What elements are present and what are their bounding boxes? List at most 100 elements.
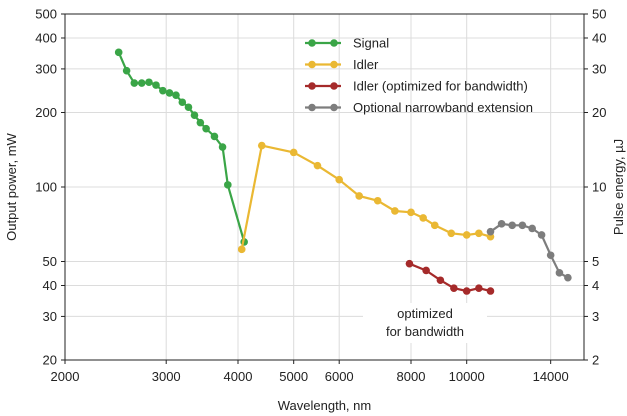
legend-swatch-marker bbox=[308, 60, 316, 69]
y2-tick-label: 50 bbox=[592, 7, 606, 22]
data-point bbox=[462, 231, 471, 239]
data-point bbox=[159, 86, 167, 95]
legend-swatch-marker bbox=[330, 60, 338, 69]
data-point bbox=[462, 287, 471, 295]
data-point bbox=[178, 98, 187, 107]
data-point bbox=[152, 81, 160, 89]
data-point bbox=[202, 124, 210, 133]
data-point bbox=[137, 79, 146, 87]
annotation: optimized for bandwidth bbox=[363, 303, 487, 343]
x-tick-label: 10000 bbox=[449, 369, 485, 384]
legend-swatch-marker bbox=[330, 39, 338, 47]
series-1 bbox=[114, 48, 248, 246]
data-point bbox=[486, 227, 495, 236]
x-tick-label: 3000 bbox=[152, 369, 181, 384]
data-point bbox=[122, 66, 131, 75]
x-tick-label: 14000 bbox=[533, 369, 569, 384]
legend-label: Idler bbox=[353, 57, 379, 72]
data-point bbox=[475, 284, 483, 293]
data-point bbox=[130, 79, 139, 87]
series-line bbox=[489, 222, 569, 279]
data-point bbox=[165, 89, 174, 97]
data-point bbox=[313, 161, 322, 170]
data-point bbox=[518, 221, 527, 230]
data-point bbox=[218, 143, 227, 151]
legend-swatch-marker bbox=[330, 103, 338, 112]
data-point bbox=[486, 287, 495, 295]
data-point bbox=[430, 221, 439, 230]
data-point bbox=[555, 269, 564, 277]
annotation-background bbox=[363, 303, 487, 343]
y-tick-label: 100 bbox=[35, 180, 57, 195]
data-point bbox=[373, 196, 382, 205]
x-tick-label: 2000 bbox=[51, 369, 80, 384]
y2-tick-label: 4 bbox=[592, 278, 599, 293]
annotation-line: for bandwidth bbox=[386, 324, 464, 339]
y-tick-label: 20 bbox=[43, 353, 57, 368]
x-tick-label: 4000 bbox=[224, 369, 253, 384]
x-tick-label: 8000 bbox=[397, 369, 426, 384]
data-point bbox=[114, 48, 123, 57]
grid bbox=[65, 14, 584, 360]
series bbox=[114, 48, 572, 295]
data-point bbox=[391, 207, 399, 215]
data-point bbox=[447, 229, 456, 238]
data-point bbox=[184, 103, 193, 112]
y2-axis-label: Pulse energy, µJ bbox=[611, 139, 626, 235]
data-point bbox=[546, 251, 555, 260]
data-point bbox=[436, 276, 445, 285]
data-point bbox=[210, 132, 219, 141]
legend-label: Idler (optimized for bandwidth) bbox=[353, 79, 528, 94]
data-point bbox=[450, 284, 458, 293]
legend-swatch-marker bbox=[308, 39, 316, 47]
data-point bbox=[419, 214, 427, 222]
y2-tick-label: 3 bbox=[592, 309, 599, 324]
legend-item: Signal bbox=[305, 36, 389, 51]
data-point bbox=[537, 231, 546, 239]
data-point bbox=[497, 220, 506, 228]
annotation-line: optimized bbox=[397, 306, 453, 321]
tick-marks: 2000 3000 4000 5000 6000 8000 10000 14000 20 30 40… bbox=[35, 7, 606, 385]
y-tick-label: 400 bbox=[35, 30, 57, 45]
y-tick-label: 30 bbox=[43, 309, 57, 324]
data-point bbox=[145, 78, 153, 87]
y-tick-label: 300 bbox=[35, 61, 57, 76]
legend-swatch-marker bbox=[308, 82, 316, 90]
data-point bbox=[224, 181, 232, 189]
legend: Signal Idler Idler (optimized for bandwidt… bbox=[305, 36, 533, 115]
data-point bbox=[475, 229, 483, 238]
data-point bbox=[289, 148, 298, 157]
data-point bbox=[508, 221, 516, 230]
data-point bbox=[355, 192, 363, 200]
data-point bbox=[335, 175, 343, 184]
legend-swatch-marker bbox=[330, 82, 338, 90]
data-point bbox=[422, 266, 430, 275]
data-point bbox=[190, 111, 199, 120]
data-point bbox=[564, 273, 572, 282]
y-tick-label: 40 bbox=[43, 278, 57, 293]
legend-label: Optional narrowband extension bbox=[353, 100, 533, 115]
legend-item: Idler bbox=[305, 57, 379, 72]
legend-label: Signal bbox=[353, 36, 389, 51]
data-point bbox=[407, 208, 415, 217]
y-axis-label: Output power, mW bbox=[4, 132, 19, 240]
legend-item: Optional narrowband extension bbox=[305, 100, 533, 115]
y2-tick-label: 10 bbox=[592, 180, 606, 195]
series-3 bbox=[405, 259, 495, 295]
x-tick-label: 5000 bbox=[279, 369, 308, 384]
y2-tick-label: 40 bbox=[592, 30, 606, 45]
data-point bbox=[172, 91, 180, 99]
series-2 bbox=[237, 141, 495, 254]
y2-tick-label: 30 bbox=[592, 61, 606, 76]
legend-item: Idler (optimized for bandwidth) bbox=[305, 79, 528, 94]
data-point bbox=[405, 259, 414, 268]
series-4 bbox=[486, 220, 572, 282]
x-tick-label: 6000 bbox=[325, 369, 354, 384]
data-point bbox=[528, 224, 536, 233]
data-point bbox=[196, 118, 205, 127]
y2-tick-label: 20 bbox=[592, 105, 606, 120]
y-tick-label: 200 bbox=[35, 105, 57, 120]
y2-tick-label: 5 bbox=[592, 254, 599, 269]
data-point bbox=[257, 141, 266, 150]
